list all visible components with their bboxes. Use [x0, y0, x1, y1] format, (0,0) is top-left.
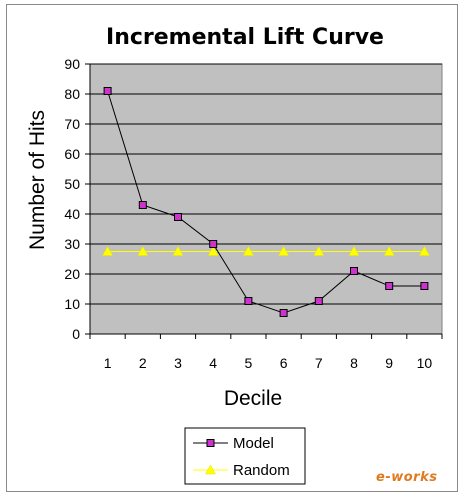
x-tick-label: 8 — [350, 355, 358, 371]
legend-label-random: Random — [233, 462, 290, 479]
x-axis: 1 2 3 4 5 6 7 8 9 10 — [89, 333, 443, 371]
series-random — [102, 245, 430, 256]
x-tick-label: 1 — [104, 355, 112, 371]
y-tick-label: 10 — [64, 296, 80, 312]
data-point-random — [137, 245, 149, 256]
data-point-model — [420, 282, 429, 290]
data-point-model — [103, 87, 112, 95]
data-point-random — [102, 245, 114, 256]
plot-area — [89, 63, 443, 335]
y-axis-label: Number of Hits — [26, 110, 49, 250]
chart-title: Incremental Lift Curve — [106, 25, 384, 50]
y-tick-label: 40 — [64, 206, 80, 222]
x-tick-label: 6 — [280, 355, 288, 371]
series-line-model — [107, 90, 425, 314]
y-tick-label: 30 — [64, 236, 80, 252]
series-layer — [102, 87, 430, 317]
data-point-random — [348, 245, 360, 256]
y-axis: 0 10 20 30 40 50 60 70 80 90 — [64, 56, 91, 342]
data-point-random — [207, 245, 219, 256]
data-point-model — [138, 201, 147, 209]
data-point-model — [209, 240, 218, 248]
legend-item-model: Model — [193, 435, 274, 452]
data-point-random — [278, 245, 290, 256]
data-point-model — [350, 267, 358, 275]
watermark-logo: e-works — [376, 470, 438, 485]
x-tick-label: 10 — [417, 355, 433, 371]
legend-box — [184, 427, 306, 485]
legend-marker-model — [206, 439, 215, 447]
data-point-random — [313, 245, 325, 256]
x-tick-label: 3 — [174, 355, 182, 371]
legend-marker-random — [205, 464, 216, 475]
legend-item-random: Random — [193, 462, 290, 479]
y-tick-label: 50 — [64, 176, 80, 192]
legend-label-model: Model — [233, 435, 274, 452]
data-point-random — [418, 245, 430, 256]
y-tick-label: 0 — [72, 326, 80, 342]
legend: Model Random — [184, 427, 306, 485]
x-tick-label: 4 — [209, 355, 217, 371]
data-point-random — [172, 245, 184, 256]
y-tick-label: 80 — [64, 86, 80, 102]
data-point-model — [279, 309, 288, 317]
x-tick-label: 5 — [245, 355, 253, 371]
grid-lines — [90, 63, 442, 305]
x-tick-label: 9 — [385, 355, 393, 371]
x-tick-label: 7 — [315, 355, 323, 371]
data-point-model — [385, 282, 394, 290]
x-axis-label: Decile — [224, 387, 282, 410]
data-point-random — [383, 245, 395, 256]
y-tick-label: 90 — [64, 56, 80, 72]
data-point-model — [314, 297, 323, 305]
data-point-random — [242, 245, 254, 256]
y-tick-label: 70 — [64, 116, 80, 132]
series-model — [103, 87, 429, 317]
x-tick-label: 2 — [139, 355, 147, 371]
data-point-model — [174, 213, 182, 221]
y-tick-label: 60 — [64, 146, 80, 162]
data-point-model — [244, 297, 253, 305]
y-tick-label: 20 — [64, 266, 80, 282]
